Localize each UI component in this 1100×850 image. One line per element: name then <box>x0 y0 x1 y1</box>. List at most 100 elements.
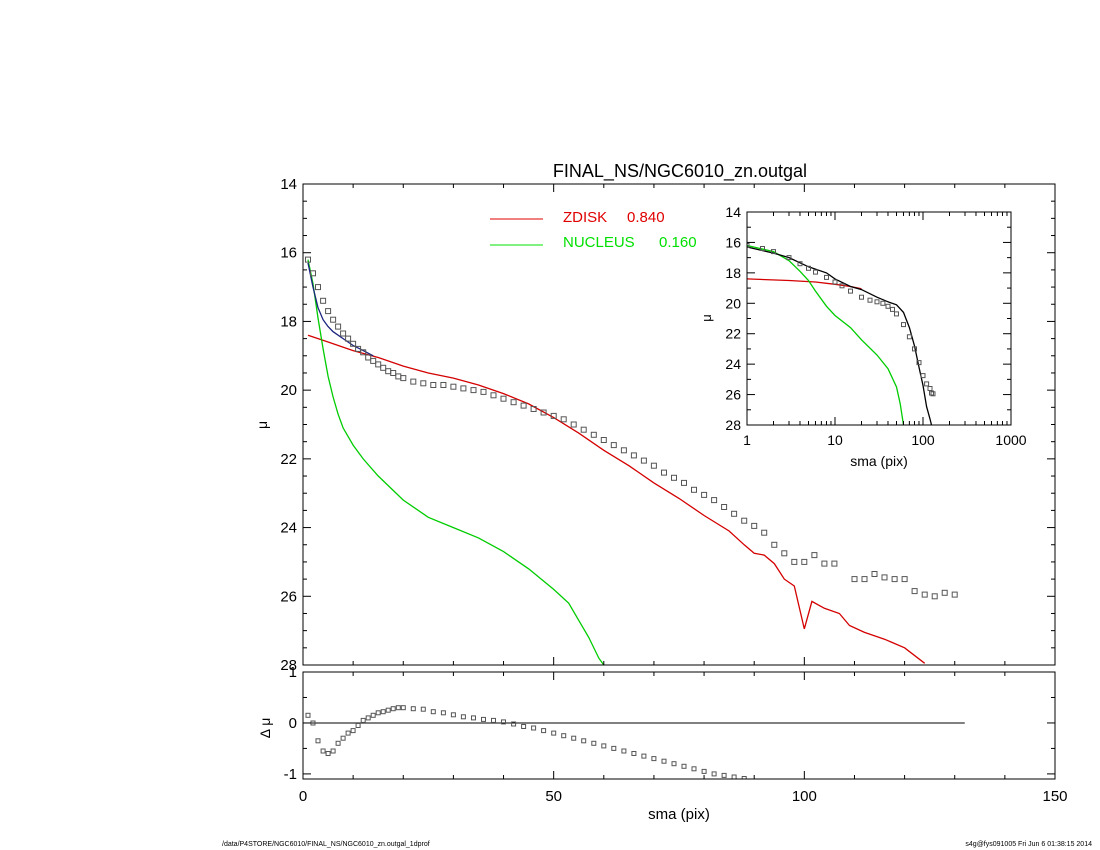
inset-x-axis-label: sma (pix) <box>850 453 908 469</box>
main-series-3-point-62 <box>831 560 838 567</box>
inset-series-3-point-26 <box>930 391 936 397</box>
main-series-3-point-61 <box>821 560 828 567</box>
inset-series-3-point-8 <box>832 279 838 285</box>
main-series-3-point-63 <box>851 576 858 583</box>
main-series-3-point-38 <box>590 431 597 438</box>
legend: ZDISK 0.840 NUCLEUS 0.160 <box>490 209 697 251</box>
inset-series-3-point-3 <box>786 255 792 261</box>
residual-series-0-point-18 <box>395 705 401 711</box>
residual-series-0-point-38 <box>591 740 597 746</box>
main-series-3-point-46 <box>671 474 677 481</box>
main-series-3-point-64 <box>861 576 868 583</box>
main-series-2-line <box>307 262 374 357</box>
main-series-3-point-48 <box>691 486 697 493</box>
residual-series-0-point-14 <box>375 710 381 716</box>
residual-series-0-point-50 <box>711 771 717 777</box>
legend-label-nucleus: NUCLEUS <box>563 234 635 251</box>
inset-series-3-point-1 <box>760 246 765 251</box>
residual-series-layer <box>303 705 965 779</box>
main-series-3-point-15 <box>380 364 387 371</box>
main-series-3-point-43 <box>640 457 647 464</box>
residual-series-0-point-30 <box>511 721 517 727</box>
residual-series-0-point-4 <box>325 751 331 756</box>
residual-x-tick-label-50: 50 <box>545 788 562 805</box>
main-series-3-point-13 <box>370 357 377 364</box>
main-series-3-point-3 <box>320 297 327 304</box>
main-series-3-point-58 <box>791 558 798 565</box>
residual-series-0-point-32 <box>531 725 537 731</box>
inset-series-3-point-2 <box>771 249 776 255</box>
legend-label-zdisk: ZDISK <box>563 209 607 226</box>
main-series-3-point-49 <box>701 491 708 498</box>
residual-series-0-point-21 <box>420 706 426 712</box>
residual-series-0-point-20 <box>410 706 416 712</box>
residual-series-0-point-49 <box>701 768 707 774</box>
main-series-3-point-7 <box>340 330 347 337</box>
residual-x-tick-label-0: 0 <box>299 788 307 805</box>
residual-series-0-point-5 <box>330 748 336 754</box>
residual-series-0-point-22 <box>430 709 436 715</box>
residual-series-0-point-35 <box>561 733 567 739</box>
residual-series-0-point-47 <box>681 763 687 769</box>
main-series-3-point-10 <box>355 345 362 352</box>
residual-series-0-point-31 <box>521 724 527 729</box>
residual-y-tick-label-1: 1 <box>289 664 297 681</box>
main-series-3-point-40 <box>610 442 617 449</box>
main-series-3-point-8 <box>345 335 352 342</box>
inset-series-3-point-14 <box>880 300 886 306</box>
residual-series-0-point-29 <box>501 719 506 725</box>
main-series-3-point-25 <box>460 385 467 392</box>
main-series-3-point-31 <box>520 402 527 409</box>
residual-series-0-point-33 <box>541 728 547 734</box>
footer-file-path: /data/P4STORE/NGC6010/FINAL_NS/NGC6010_z… <box>222 841 430 848</box>
main-series-3-point-9 <box>350 340 357 347</box>
residual-series-0-point-2 <box>315 738 321 744</box>
inset-series-3-point-22 <box>920 373 926 379</box>
residual-series-0-point-13 <box>370 712 376 718</box>
residual-series-0-point-11 <box>360 717 366 723</box>
inset-y-tick-label-16: 16 <box>725 234 741 250</box>
residual-series-0-point-19 <box>400 705 406 711</box>
main-series-3-point-33 <box>540 409 547 416</box>
main-series-3-point-66 <box>881 574 888 581</box>
inset-series-3-point-7 <box>824 274 829 280</box>
inset-series-3-point-17 <box>894 311 899 317</box>
main-series-3-point-28 <box>490 392 497 399</box>
inset-series-3-point-20 <box>912 346 917 352</box>
main-series-3-point-53 <box>741 517 748 524</box>
main-series-nucleus-line <box>307 259 605 665</box>
inset-series-layer <box>747 243 936 425</box>
residual-series-0-point-8 <box>345 730 351 736</box>
main-series-3-point-69 <box>911 588 918 595</box>
main-series-3-point-60 <box>811 552 818 559</box>
main-y-tick-label-24: 24 <box>280 520 297 537</box>
inset-y-tick-label-24: 24 <box>725 356 741 372</box>
inset-series-3-point-9 <box>839 283 845 289</box>
main-series-3-point-47 <box>681 479 687 486</box>
residual-plot-frame <box>302 671 1056 780</box>
inset-series-3-point-15 <box>885 303 891 309</box>
main-series-3-point-12 <box>365 354 372 361</box>
main-series-3-point-35 <box>560 416 567 423</box>
main-series-3-point-67 <box>891 576 898 583</box>
residual-series-0-point-3 <box>320 748 326 754</box>
main-series-3-point-55 <box>761 529 768 536</box>
inset-x-tick-label-10: 10 <box>827 432 843 448</box>
main-series-3-point-27 <box>480 388 487 395</box>
main-series-3-point-20 <box>410 378 417 385</box>
residual-series-0-point-46 <box>671 761 677 767</box>
inset-series-3-point-5 <box>806 265 811 271</box>
inset-series-3-point-21 <box>916 360 922 366</box>
inset-series-3-point-18 <box>901 322 906 328</box>
main-series-3-point-26 <box>470 387 477 394</box>
residual-series-0-point-24 <box>450 712 456 718</box>
main-y-tick-label-22: 22 <box>280 451 297 468</box>
inset-x-tick-label-1000: 1000 <box>995 432 1026 448</box>
main-series-3-point-1 <box>310 270 316 277</box>
residual-series-0-point-9 <box>350 728 356 734</box>
main-series-3-point-72 <box>941 589 948 596</box>
residual-series-0-point-28 <box>491 717 496 723</box>
residual-series-0-point-27 <box>481 716 486 722</box>
residual-series-0-point-16 <box>385 707 391 713</box>
